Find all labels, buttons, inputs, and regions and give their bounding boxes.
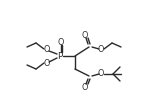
Text: O: O: [98, 44, 104, 53]
Text: O: O: [44, 58, 50, 68]
Text: O: O: [82, 82, 88, 92]
Text: P: P: [57, 52, 63, 61]
Text: O: O: [98, 69, 104, 78]
Text: O: O: [44, 44, 50, 53]
Text: O: O: [82, 31, 88, 40]
Text: O: O: [58, 37, 64, 46]
